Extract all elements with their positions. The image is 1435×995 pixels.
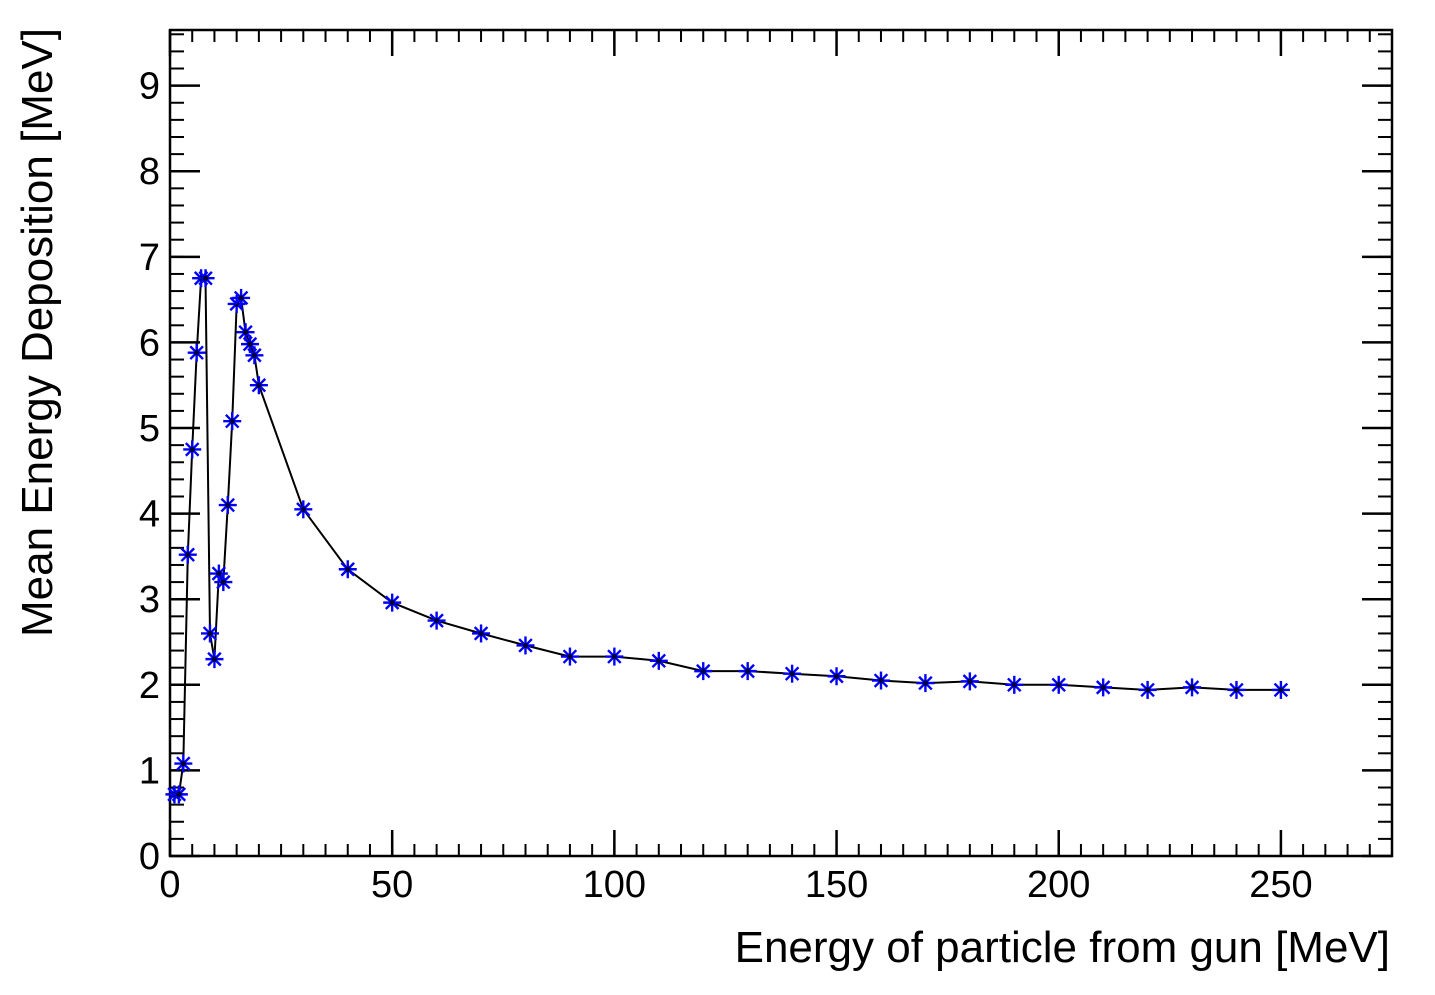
major-ticks [168, 30, 1392, 858]
data-point [178, 545, 197, 564]
data-point [916, 674, 935, 693]
data-point [383, 593, 402, 612]
data-point [649, 651, 668, 670]
data-point [472, 624, 491, 643]
y-tick-label: 7 [139, 237, 160, 279]
data-point [338, 560, 357, 579]
x-tick-label: 200 [1027, 864, 1090, 906]
data-point [240, 335, 259, 354]
x-tick-label: 150 [805, 864, 868, 906]
x-tick-label: 0 [159, 864, 180, 906]
data-point [560, 647, 579, 666]
y-tick-label: 5 [139, 408, 160, 450]
data-point [169, 785, 188, 804]
y-tick-label: 6 [139, 322, 160, 364]
data-point [218, 496, 237, 515]
y-tick-label: 0 [139, 836, 160, 878]
data-point [249, 376, 268, 395]
y-axis-title: Mean Energy Deposition [MeV] [13, 28, 62, 637]
y-tick-label: 2 [139, 665, 160, 707]
data-point [738, 662, 757, 681]
data-point [245, 346, 264, 365]
data-point [871, 671, 890, 690]
data-point [232, 288, 251, 307]
series-line [174, 277, 1281, 796]
data-point [1094, 678, 1113, 697]
y-tick-label: 4 [139, 494, 160, 536]
data-point [827, 667, 846, 686]
data-point [1138, 680, 1157, 699]
x-tick-label: 50 [371, 864, 413, 906]
y-tick-label: 1 [139, 750, 160, 792]
data-point [200, 624, 219, 643]
plot-frame [168, 28, 1394, 858]
data-point [205, 650, 224, 669]
y-tick-label: 8 [139, 151, 160, 193]
data-point [960, 672, 979, 691]
series-group [165, 269, 1290, 804]
x-tick-label: 100 [583, 864, 646, 906]
x-axis-title: Energy of particle from gun [MeV] [735, 923, 1390, 972]
y-tick-label: 9 [139, 66, 160, 108]
data-point [183, 440, 202, 459]
y-tick-label: 3 [139, 579, 160, 621]
data-point [174, 754, 193, 773]
data-point [187, 343, 206, 362]
data-point [1227, 680, 1246, 699]
tick-labels: 0 50 100 150 200 250 0 1 2 3 4 5 6 7 8 9 [139, 66, 1313, 906]
data-point [223, 412, 242, 431]
x-tick-label: 250 [1249, 864, 1312, 906]
data-point [294, 500, 313, 519]
data-point [783, 664, 802, 683]
data-point [1005, 675, 1024, 694]
data-point [214, 573, 233, 592]
minor-ticks [169, 30, 1393, 857]
data-point [605, 647, 624, 666]
data-point [694, 662, 713, 681]
data-point [196, 269, 215, 288]
data-point [1183, 678, 1202, 697]
data-point [516, 636, 535, 655]
data-point [1271, 680, 1290, 699]
data-point [427, 611, 446, 630]
data-point [1049, 675, 1068, 694]
